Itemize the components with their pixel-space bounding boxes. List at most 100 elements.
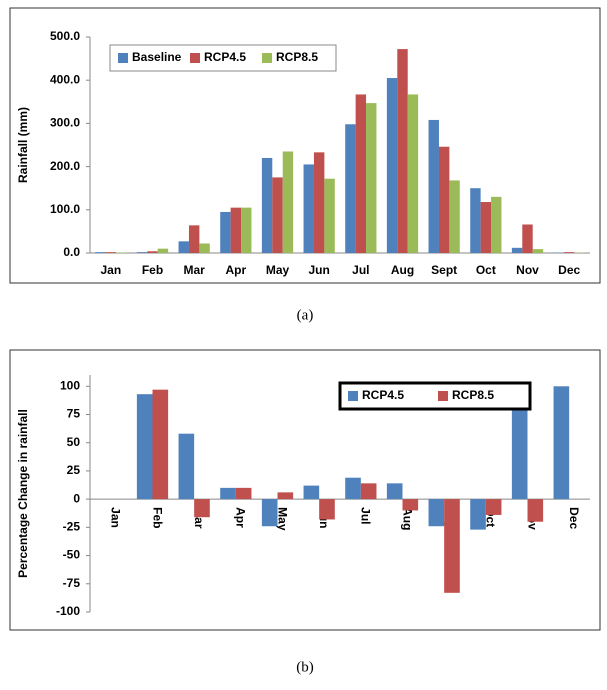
- y-axis-label: Rainfall (mm): [16, 107, 30, 183]
- legend-swatch: [262, 53, 272, 63]
- bar: [366, 103, 376, 253]
- y-tick-label: 200.0: [50, 159, 80, 173]
- bar: [481, 202, 491, 253]
- bar: [95, 252, 105, 253]
- bar: [361, 483, 377, 499]
- bar: [262, 158, 272, 253]
- caption: (a): [297, 307, 314, 323]
- bar: [449, 180, 459, 253]
- caption: (b): [296, 659, 314, 675]
- x-tick-label: Aug: [391, 263, 414, 277]
- bar: [179, 241, 189, 253]
- bar: [522, 224, 532, 253]
- legend-swatch: [190, 53, 200, 63]
- bar: [137, 252, 147, 253]
- bar: [283, 151, 293, 253]
- bar: [356, 94, 366, 253]
- y-tick-label: 0.0: [63, 245, 80, 259]
- bar: [528, 499, 544, 522]
- legend-swatch: [118, 53, 128, 63]
- x-tick-label: Feb: [150, 507, 164, 528]
- x-tick-label: Feb: [142, 263, 163, 277]
- y-tick-label: 50: [67, 435, 81, 449]
- bar: [236, 488, 252, 499]
- bar: [304, 164, 314, 253]
- bar: [345, 124, 355, 253]
- x-tick-label: May: [266, 263, 290, 277]
- x-tick-label: Dec: [558, 263, 580, 277]
- bar: [189, 225, 199, 253]
- legend-label: Baseline: [132, 50, 182, 64]
- bar: [241, 208, 251, 253]
- bar: [106, 252, 116, 253]
- bar: [429, 120, 439, 253]
- x-tick-label: Aug: [400, 507, 414, 530]
- bar: [470, 499, 486, 529]
- y-tick-label: 300.0: [50, 116, 80, 130]
- bar: [345, 478, 361, 499]
- bar: [486, 499, 502, 515]
- bar: [194, 499, 210, 517]
- bar: [179, 434, 195, 499]
- bar: [199, 243, 209, 253]
- x-tick-label: Jan: [100, 263, 121, 277]
- bar: [278, 492, 294, 499]
- bar: [262, 499, 278, 526]
- bar: [137, 394, 153, 499]
- bar: [387, 78, 397, 253]
- bar: [444, 499, 460, 593]
- y-tick-label: 100.0: [50, 202, 80, 216]
- x-tick-label: Dec: [567, 507, 581, 529]
- x-tick-label: Jul: [352, 263, 369, 277]
- bar: [533, 249, 543, 253]
- bar: [314, 152, 324, 253]
- y-tick-label: -25: [63, 520, 81, 534]
- bar: [439, 147, 449, 253]
- bar: [491, 197, 501, 253]
- bar: [564, 252, 574, 253]
- bar: [220, 488, 236, 499]
- bar: [304, 486, 320, 500]
- y-tick-label: -100: [56, 604, 80, 618]
- bar: [470, 188, 480, 253]
- bar: [429, 499, 445, 526]
- x-tick-label: Mar: [183, 263, 205, 277]
- bar: [153, 390, 169, 499]
- x-tick-label: Jun: [308, 263, 329, 277]
- x-tick-label: Nov: [516, 263, 539, 277]
- legend-label: RCP4.5: [362, 388, 404, 402]
- x-tick-label: Sept: [431, 263, 457, 277]
- bar: [158, 249, 168, 253]
- bar: [220, 212, 230, 253]
- bar: [272, 177, 282, 253]
- bar: [231, 208, 241, 253]
- legend-label: RCP4.5: [204, 50, 246, 64]
- x-tick-label: Apr: [234, 507, 248, 528]
- bar: [403, 499, 419, 510]
- legend-label: RCP8.5: [452, 388, 494, 402]
- legend-swatch: [348, 391, 358, 401]
- bar: [554, 386, 570, 499]
- y-tick-label: 100: [60, 378, 80, 392]
- bar: [324, 179, 334, 253]
- bar: [147, 251, 157, 253]
- bar: [512, 405, 528, 499]
- legend-label: RCP8.5: [276, 50, 318, 64]
- y-tick-label: 0: [73, 491, 80, 505]
- y-tick-label: -50: [63, 548, 81, 562]
- x-tick-label: Oct: [476, 263, 496, 277]
- bar: [397, 49, 407, 253]
- bar: [319, 499, 335, 519]
- y-tick-label: 400.0: [50, 72, 80, 86]
- bar: [512, 248, 522, 253]
- x-tick-label: Apr: [225, 263, 246, 277]
- y-tick-label: 500.0: [50, 29, 80, 43]
- x-tick-label: Jan: [109, 507, 123, 528]
- legend-swatch: [438, 391, 448, 401]
- y-tick-label: -75: [63, 576, 81, 590]
- bar: [408, 94, 418, 253]
- y-tick-label: 75: [67, 407, 81, 421]
- y-tick-label: 25: [67, 463, 81, 477]
- bar: [387, 483, 403, 499]
